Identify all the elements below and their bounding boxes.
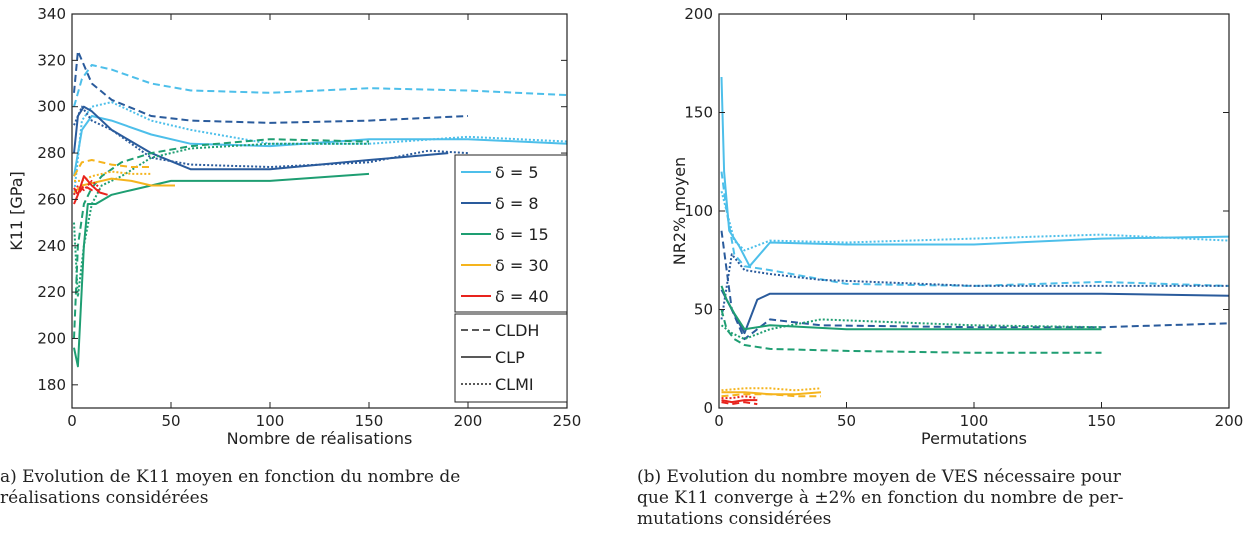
legend-style-label: CLDH <box>495 321 539 340</box>
x-tick-label: 200 <box>1215 412 1244 430</box>
series-line <box>73 177 175 194</box>
y-tick-label: 100 <box>684 202 713 220</box>
y-tick-label: 200 <box>684 5 713 23</box>
legend-delta-label: δ = 15 <box>495 225 549 244</box>
x-axis-label: Nombre de réalisations <box>227 429 413 448</box>
x-tick-label: 200 <box>454 412 483 430</box>
series-line <box>721 399 758 404</box>
y-tick-label: 300 <box>37 98 66 116</box>
y-tick-label: 220 <box>37 283 66 301</box>
series-line <box>720 253 1229 320</box>
series-line <box>74 170 152 182</box>
x-tick-label: 100 <box>960 412 989 430</box>
caption-a: a) Evolution de K11 moyen en fonction du… <box>0 467 600 509</box>
x-tick-label: 50 <box>837 412 856 430</box>
x-tick-label: 150 <box>355 412 384 430</box>
legend-style-label: CLMI <box>495 375 534 394</box>
series-line <box>73 115 568 177</box>
x-tick-label: 0 <box>67 412 77 430</box>
x-tick-label: 100 <box>256 412 285 430</box>
y-tick-label: 340 <box>37 5 66 23</box>
legend-delta-label: δ = 5 <box>495 163 539 182</box>
chart-a-convergence-k11: 0 50 100 150 200 250 180 200 220 240 260 280 300 320 3… <box>7 5 581 448</box>
series-line <box>720 171 1230 287</box>
plot-frame <box>718 13 1230 409</box>
y-axis-label: NR2% moyen <box>670 157 689 265</box>
legend-delta-label: δ = 40 <box>495 287 549 306</box>
y-tick-label: 240 <box>37 237 66 255</box>
legend-delta-label: δ = 30 <box>495 256 549 275</box>
y-tick-label: 200 <box>37 329 66 347</box>
series-line <box>73 105 469 168</box>
caption-a-line1: a) Evolution de K11 moyen en fonction du… <box>0 467 461 487</box>
series-line <box>721 387 822 392</box>
caption-a-line2: réalisations considérées <box>0 488 209 508</box>
y-axis-label: K11 [GPa] <box>7 171 26 251</box>
x-tick-label: 50 <box>161 412 180 430</box>
series-line <box>720 309 1102 354</box>
series-line <box>73 142 369 298</box>
y-tick-label: 280 <box>37 144 66 162</box>
y-tick-label: 320 <box>37 51 66 69</box>
series-line <box>73 179 101 196</box>
chart-b-nr2-moyen: 0 50 100 150 200 0 50 100 150 200 Permutations NR2%… <box>670 5 1243 448</box>
caption-b-line1: (b) Evolution du nombre moyen de VES néc… <box>637 467 1121 487</box>
series-line <box>73 64 568 107</box>
x-tick-label: 150 <box>1087 412 1116 430</box>
series-line <box>73 159 152 177</box>
caption-b-line2: que K11 converge à ±2% en fonction du no… <box>637 488 1124 508</box>
legend-delta-label: δ = 8 <box>495 194 539 213</box>
y-tick-label: 0 <box>703 399 713 417</box>
legend-style-box <box>454 313 568 403</box>
series-line <box>73 184 100 196</box>
series-line <box>73 50 469 124</box>
series-line <box>73 172 370 368</box>
series-line <box>720 318 1102 341</box>
series-line <box>720 76 1230 268</box>
series-line <box>721 395 758 400</box>
legend-style-label: CLP <box>495 348 525 367</box>
x-tick-label: 250 <box>553 412 582 430</box>
series-line <box>73 175 108 205</box>
y-tick-label: 260 <box>37 190 66 208</box>
series-line <box>73 138 370 339</box>
y-tick-label: 50 <box>694 301 713 319</box>
series-line <box>720 191 1230 252</box>
y-tick-label: 150 <box>684 104 713 122</box>
series-line <box>73 101 568 195</box>
x-axis-label: Permutations <box>921 429 1027 448</box>
x-tick-label: 0 <box>714 412 724 430</box>
caption-b: (b) Evolution du nombre moyen de VES néc… <box>637 467 1257 530</box>
caption-b-line3: mutations considérées <box>637 509 832 529</box>
series-line <box>721 391 822 396</box>
y-tick-label: 180 <box>37 376 66 394</box>
series-line <box>720 285 1102 331</box>
series-line <box>721 401 758 406</box>
